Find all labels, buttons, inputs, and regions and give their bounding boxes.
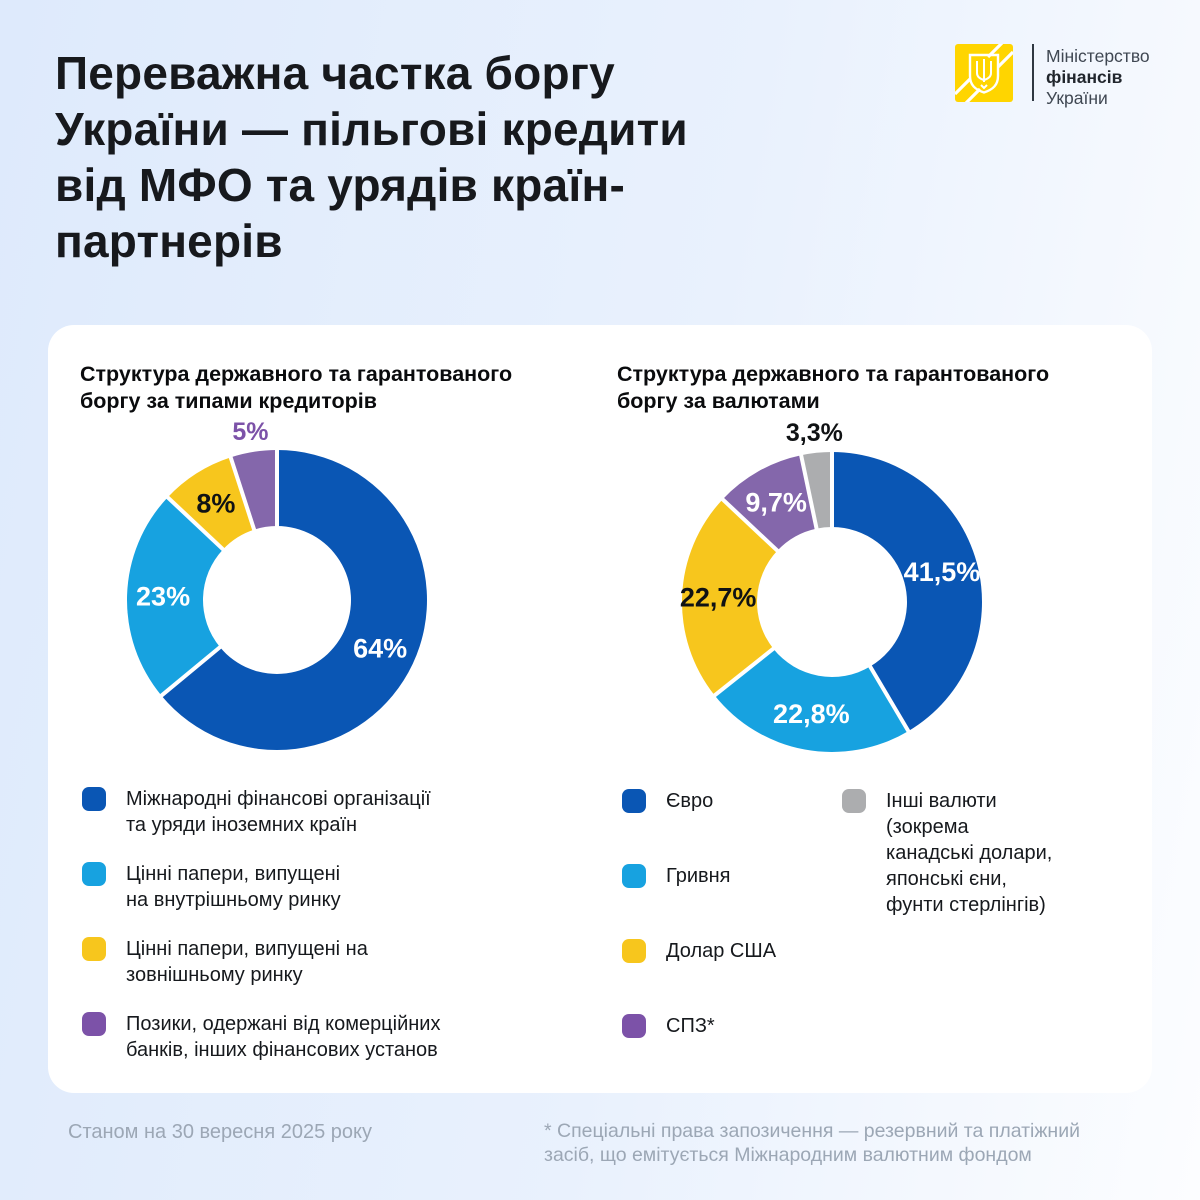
donut-slice [230,450,277,530]
footnote: * Спеціальні права запозичення — резервн… [544,1119,1080,1167]
slice-value-label: 5% [232,418,268,446]
legend-swatch-icon [82,1012,106,1036]
slice-value-label: 8% [196,489,235,519]
donut-slice [832,452,982,732]
legend-swatch-icon [622,789,646,813]
legend-item: Євро [622,788,842,814]
footnote-line: * Спеціальні права запозичення — резервн… [544,1120,1080,1142]
slice-value-label: 23% [136,581,190,611]
legend-swatch-icon [622,1014,646,1038]
legend-label: Гривня [666,865,731,887]
logo-org-name: Міністерство фінансів України [1046,44,1150,109]
legend-label: Позики, одержані від комерційних банків, … [126,1013,441,1061]
ministry-emblem-icon [955,44,1013,102]
logo-divider [1032,44,1034,101]
donut-slice [167,457,255,550]
as-of-date: Станом на 30 вересня 2025 року [68,1121,372,1143]
legend-column: Міжнародні фінансові організації та уряди… [82,786,582,1086]
footnote-line: засіб, що емітується Міжнародним валютни… [544,1144,1032,1166]
chart-title-line: Структура державного та гарантованого [617,362,1050,386]
chart-title-currencies: Структура державного та гарантованого бо… [617,361,1049,415]
page-title-line: України — пільгові кредити [55,103,688,155]
donut-slice [161,450,427,750]
legend-item: Цінні папери, випущені на внутрішньому ри… [82,861,582,913]
legend-swatch-icon [82,862,106,886]
legend-label: Міжнародні фінансові організації та уряди… [126,788,431,836]
chart-title-line: боргу за валютами [617,389,820,413]
legend-item: Інші валюти (зокрема канадські долари, япон… [842,788,1172,918]
legend-column: Інші валюти (зокрема канадські долари, япон… [842,788,1172,1088]
legend-label: Цінні папери, випущені на внутрішньому ри… [126,863,341,911]
donut-chart-currencies: 41,5% 22,8% 22,7% 9,7% 3,3% [642,412,1022,792]
ministry-logo: Міністерство фінансів України [955,44,1150,109]
donut-chart-creditors: 64% 23% 8% 5% [87,410,467,790]
legend-item: Міжнародні фінансові організації та уряди… [82,786,582,838]
page-title: Переважна частка боргу України — пільгов… [55,45,688,269]
chart-title-line: боргу за типами кредиторів [80,389,377,413]
slice-value-label: 41,5% [904,557,981,587]
legend-currencies: Євро Гривня Долар США СПЗ* Інші валюти (зокре… [622,788,1172,1088]
legend-label: Євро [666,790,714,812]
slice-value-label: 64% [353,634,407,664]
chart-title-creditors: Структура державного та гарантованого бо… [80,361,512,415]
legend-swatch-icon [842,789,866,813]
donut-slice [682,499,778,696]
slice-value-label: 3,3% [786,419,843,447]
slice-separator [720,496,781,555]
legend-item: Долар США [622,938,842,964]
donut-slice [801,452,832,529]
slice-value-label: 22,7% [680,582,757,612]
page-title-line: партнерів [55,215,283,267]
slice-separator [165,494,227,553]
slice-separator [866,662,911,734]
donut-svg: 41,5% 22,8% 22,7% 9,7% 3,3% [680,419,982,752]
legend-item: Позики, одержані від комерційних банків, … [82,1011,582,1063]
donut-svg: 64% 23% 8% 5% [127,418,427,750]
slice-separator [798,453,820,532]
chart-title-line: Структура державного та гарантованого [80,362,513,386]
slice-value-label: 9,7% [745,488,807,518]
legend-item: Цінні папери, випущені на зовнішньому рин… [82,936,582,988]
legend-label: Інші валюти (зокрема канадські долари, япон… [886,790,1053,916]
slice-value-label: 22,8% [773,699,850,729]
legend-column: Євро Гривня Долар США СПЗ* [622,788,842,1088]
page-title-line: Переважна частка боргу [55,47,615,99]
legend-swatch-icon [622,864,646,888]
logo-org-line: України [1046,88,1108,108]
slice-separator [228,455,257,534]
legend-item: СПЗ* [622,1013,842,1039]
donut-slice [127,497,224,696]
page-title-line: від МФО та урядів країн- [55,159,625,211]
legend-creditors: Міжнародні фінансові організації та уряди… [82,786,582,1086]
logo-org-line: фінансів [1046,67,1123,87]
logo-org-line: Міністерство [1046,46,1150,66]
slice-separator [712,645,777,698]
charts-card: Структура державного та гарантованого бо… [48,325,1152,1093]
legend-swatch-icon [622,939,646,963]
legend-label: Цінні папери, випущені на зовнішньому рин… [126,938,368,986]
legend-label: СПЗ* [666,1015,715,1037]
donut-slice [722,455,817,551]
legend-label: Долар США [666,940,777,962]
donut-slice [714,648,909,752]
legend-swatch-icon [82,937,106,961]
slice-separator [158,643,224,699]
legend-item: Гривня [622,863,842,889]
legend-swatch-icon [82,787,106,811]
